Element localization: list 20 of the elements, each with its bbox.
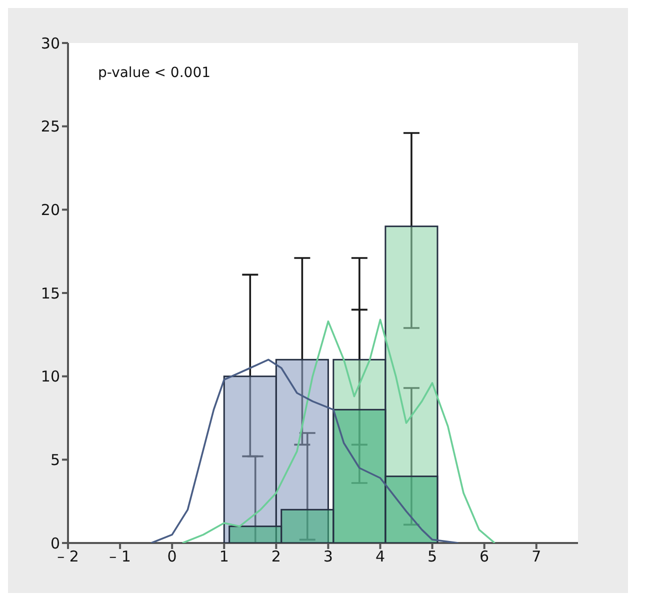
y-tick-label: 25 xyxy=(40,118,60,136)
x-tick-label: 1 xyxy=(219,548,229,566)
x-tick-label: 3 xyxy=(323,548,333,566)
x-tick-label: 4 xyxy=(375,548,386,566)
x-tick-label: – 1 xyxy=(109,548,131,566)
x-tick-label: 6 xyxy=(480,548,490,566)
y-tick-label: 0 xyxy=(50,534,60,552)
line-series xyxy=(150,358,460,543)
x-tick-label: 7 xyxy=(532,548,542,566)
y-tick-label: 20 xyxy=(40,200,60,219)
y-tick-label: 5 xyxy=(50,450,60,469)
x-tick-label: 2 xyxy=(271,548,281,566)
y-tick-label: 10 xyxy=(40,368,60,386)
x-tick-label: 0 xyxy=(167,548,177,566)
y-tick-label: 30 xyxy=(40,34,60,52)
x-tick-label: 5 xyxy=(428,548,438,566)
y-tick-label: 15 xyxy=(40,284,60,302)
line-series xyxy=(182,318,496,543)
annotation: p-value < 0.001 xyxy=(98,65,211,81)
x-tick-label: – 2 xyxy=(57,548,79,566)
